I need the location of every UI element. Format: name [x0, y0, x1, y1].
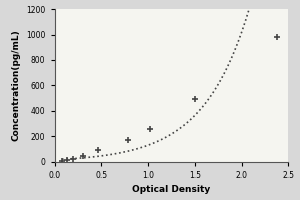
Y-axis label: Concentration(pg/mL): Concentration(pg/mL) [12, 30, 21, 141]
X-axis label: Optical Density: Optical Density [132, 185, 211, 194]
